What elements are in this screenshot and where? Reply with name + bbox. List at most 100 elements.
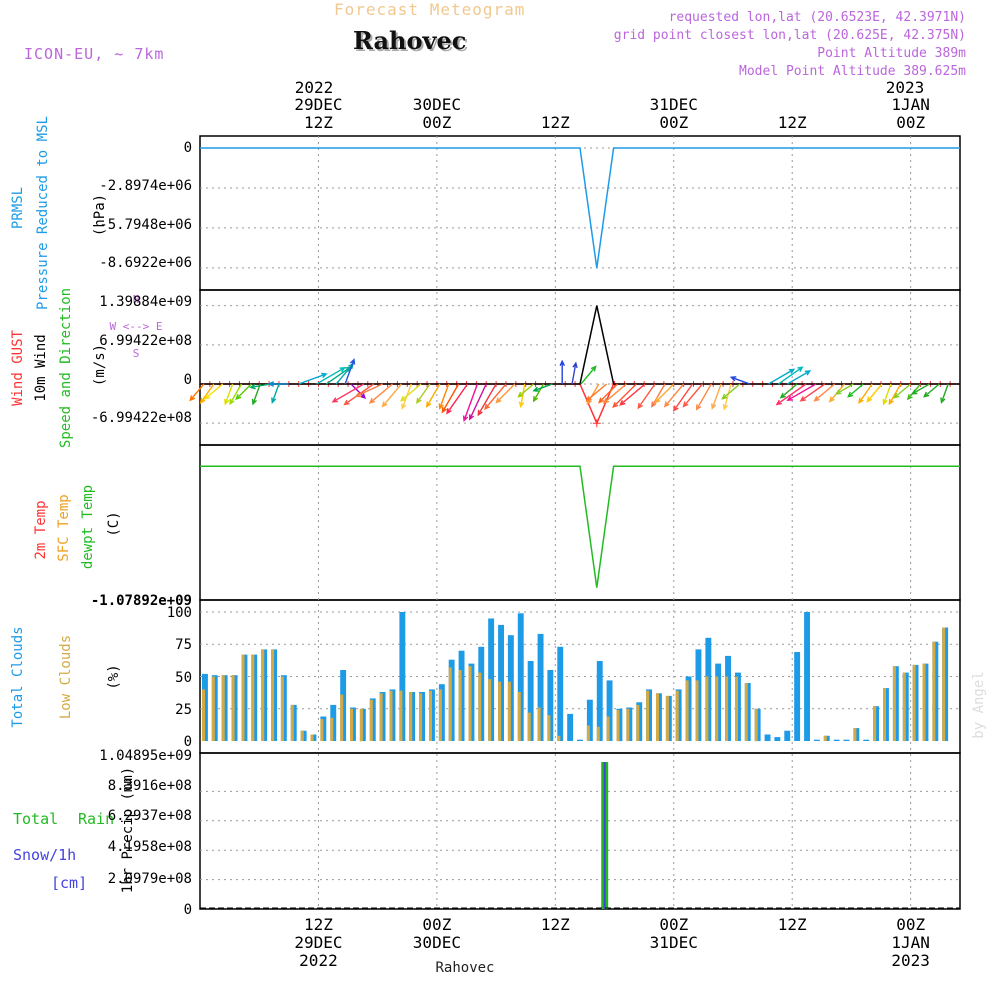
top-hour-label: 12Z <box>304 113 333 132</box>
wind-arrow <box>893 383 912 399</box>
low-cloud-bar <box>942 627 946 741</box>
total-cloud-bar <box>596 661 603 741</box>
low-cloud-bar <box>892 666 896 741</box>
wind-arrow <box>940 383 949 404</box>
compass-ew: W <--> E <box>110 320 163 333</box>
snow-bar <box>603 762 606 909</box>
data-marks <box>189 147 960 909</box>
total-cloud-bar <box>537 633 544 741</box>
wind-arrow <box>425 383 441 408</box>
low-cloud-bar <box>735 676 738 741</box>
bottom-hour-label: 00Z <box>659 915 688 934</box>
wind-arrow <box>415 383 431 405</box>
wind-arrow <box>721 383 741 400</box>
top-date-label: 1JAN <box>891 95 930 114</box>
low-cloud-bar <box>350 708 353 742</box>
wind-arrow <box>344 358 356 385</box>
low-cloud-bar <box>616 710 620 741</box>
wind-arrow <box>446 383 469 415</box>
wind-arrow <box>399 383 422 402</box>
top-hour-label: 12Z <box>778 113 807 132</box>
low-cloud-bar <box>369 699 373 741</box>
pressure-panel-frame <box>199 135 961 291</box>
low-cloud-bar <box>379 693 383 741</box>
low-cloud-bar <box>251 654 255 741</box>
wind-arrow <box>777 366 804 385</box>
wind-arrow <box>637 383 656 410</box>
pressure-ytick: -8.6922e+06 <box>99 255 192 271</box>
wind-arrow <box>722 383 732 411</box>
wind-arrow <box>847 383 864 398</box>
precip-panel-frame <box>199 752 961 910</box>
low-cloud-bar <box>458 670 462 741</box>
wind-arrow <box>469 383 487 421</box>
precip-ytick: 8.3916e+08 <box>108 778 192 794</box>
low-cloud-bar <box>547 715 551 741</box>
wind-ytick: 0 <box>184 372 192 388</box>
precip-rain-label: Rain <box>78 810 114 828</box>
low-cloud-bar <box>675 690 679 741</box>
wind-arrow <box>858 383 873 405</box>
low-cloud-bar <box>280 676 284 741</box>
total-cloud-bar <box>843 739 850 741</box>
bottom-hour-label: 00Z <box>422 915 451 934</box>
wind-arrow <box>786 383 817 402</box>
precip-yticks: 1.04895e+09 8.3916e+08 6.2937e+08 4.1958… <box>99 748 192 918</box>
low-cloud-bar <box>448 667 452 741</box>
wind-ytick: 1.39884e+09 <box>99 294 192 310</box>
wind-arrow <box>775 383 807 406</box>
top-date-label: 29DEC <box>294 95 342 114</box>
wind-arrow <box>799 383 826 402</box>
low-cloud-bar <box>557 735 561 741</box>
low-cloud-bar <box>527 712 531 741</box>
low-cloud-bar <box>725 676 729 741</box>
low-cloud-bar <box>359 708 363 742</box>
total-cloud-bar <box>399 612 406 741</box>
wind-arrow <box>559 359 566 384</box>
total-cloud-bar <box>517 613 524 741</box>
low-cloud-bar <box>705 676 709 741</box>
wind-arrow <box>612 383 637 409</box>
top-hour-label: 00Z <box>422 113 451 132</box>
temp-2m-label: 2m Temp <box>33 500 49 559</box>
precip-ytick: 2.0979e+08 <box>108 871 192 887</box>
low-cloud-bar <box>389 690 393 741</box>
pressure-ytick: -2.8974e+06 <box>99 178 192 194</box>
total-cloud-bar <box>547 670 554 741</box>
wind-arrow <box>585 383 608 402</box>
low-cloud-bar <box>596 726 600 741</box>
point-altitude: Point Altitude 389m <box>817 46 966 61</box>
wind-arrow <box>866 383 883 403</box>
wind-arrow <box>682 383 703 408</box>
model-altitude: Model Point Altitude 389.625m <box>739 64 966 79</box>
wind-arrow <box>768 368 796 385</box>
precip-cm-label: [cm] <box>51 874 87 892</box>
wind-arrow <box>354 383 383 398</box>
low-cloud-bar <box>202 689 205 741</box>
wind-arrow <box>888 383 902 406</box>
bottom-hour-label: 12Z <box>778 915 807 934</box>
gust-line <box>200 383 960 426</box>
model-label: ICON-EU, ~ 7km <box>24 45 165 63</box>
wind-arrow <box>368 383 393 404</box>
low-cloud-bar <box>656 693 659 741</box>
total-cloud-bar <box>586 699 593 741</box>
wind-arrow <box>235 383 252 401</box>
clouds-yticks: 100 75 50 25 0 <box>167 605 192 750</box>
low-cloud-bar <box>409 692 413 741</box>
footer-location: Rahovec <box>435 960 494 976</box>
precip-ytick: 4.1958e+08 <box>108 839 192 855</box>
wind-arrow <box>672 383 694 412</box>
wind-arrow <box>571 361 578 385</box>
dewpt-line <box>200 465 960 588</box>
precip-snow-label: Snow/1h <box>13 846 76 864</box>
clouds-total-label: Total Clouds <box>10 626 26 727</box>
wind-arrow <box>203 383 224 400</box>
wind-arrow <box>438 383 450 410</box>
low-cloud-bar <box>290 704 294 741</box>
low-cloud-bar <box>537 707 541 741</box>
precip-ytick: 1.04895e+09 <box>99 748 192 764</box>
clouds-ytick: 50 <box>175 670 192 686</box>
low-cloud-bar <box>744 683 748 741</box>
